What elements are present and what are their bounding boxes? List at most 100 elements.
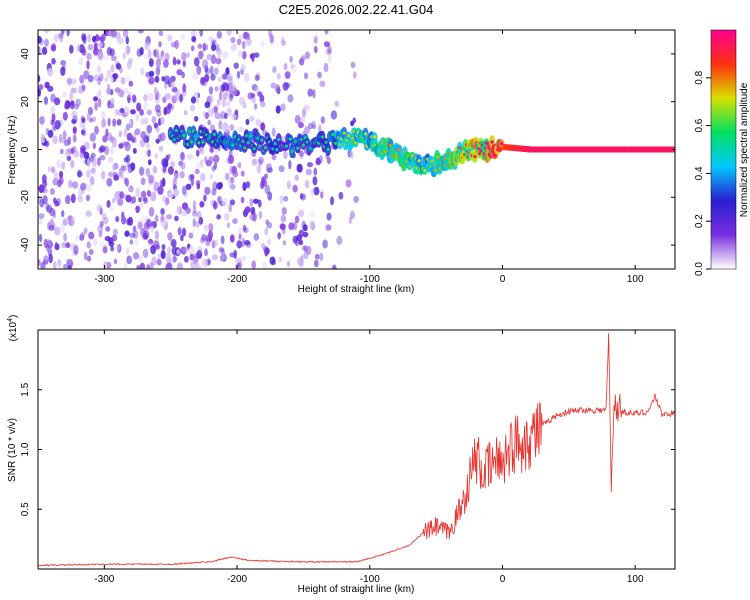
spectrogram-cell <box>201 233 207 242</box>
spectrogram-cell <box>195 180 201 186</box>
spectrogram-cell <box>81 129 85 136</box>
spectrogram-cell <box>134 238 139 246</box>
spectrogram-cell <box>330 110 337 120</box>
spectrogram-cell <box>206 53 213 61</box>
spectrogram-track-core <box>473 155 477 159</box>
spectrogram-cell <box>204 156 208 164</box>
spectrogram-cell <box>334 100 340 107</box>
spectrogram-cell <box>53 171 59 181</box>
spectrogram-cell <box>261 242 266 250</box>
spectrogram-cell <box>349 150 354 159</box>
spectrogram-cell <box>193 57 200 67</box>
spectrogram-cell <box>150 226 155 234</box>
spectrogram-cell <box>130 109 136 115</box>
spectrogram-cell <box>313 167 318 176</box>
spectrogram-cell <box>74 234 81 242</box>
spectrogram-cell <box>86 255 92 262</box>
spectrogram-cell <box>332 264 337 269</box>
spectrogram-cell <box>139 138 146 148</box>
spectrogram-cell <box>245 181 251 189</box>
spectrogram-track-cell <box>616 146 621 153</box>
spectrogram-cell <box>162 195 167 203</box>
spectrogram-cell <box>350 61 356 69</box>
spectrogram-cell <box>330 196 335 206</box>
spectrogram-cell <box>183 246 189 253</box>
spectrogram-cell <box>225 67 230 75</box>
spectrogram-cell <box>119 90 125 98</box>
spectrogram-cell <box>313 259 319 268</box>
spectrogram-cell <box>207 159 212 166</box>
spectrogram-cell <box>208 86 214 95</box>
spectrogram-cell <box>237 50 243 57</box>
spectrogram-cell <box>174 39 180 50</box>
spectrogram-cell <box>140 131 147 140</box>
spectrogram-cell <box>305 106 309 113</box>
spectrogram-cell <box>147 149 151 157</box>
colorbar-tick-label: 0.8 <box>694 70 705 84</box>
spectrogram-y-tick-label: 20 <box>20 96 31 108</box>
spectrogram-cell <box>140 118 145 125</box>
spectrogram-cell <box>66 77 73 85</box>
spectrogram-cell <box>306 245 312 255</box>
spectrogram-cell <box>129 196 134 205</box>
spectrogram-cell <box>233 62 239 69</box>
spectrogram-cell <box>62 130 67 140</box>
spectrogram-cell <box>65 242 71 249</box>
spectrogram-cell <box>197 246 203 255</box>
spectrogram-cell <box>236 240 243 249</box>
spectrogram-cell <box>128 57 134 64</box>
spectrogram-cell <box>164 52 170 62</box>
spectrogram-cell <box>298 239 304 246</box>
spectrogram-cell <box>311 120 316 129</box>
spectrogram-cell <box>291 64 297 73</box>
spectrogram-cell <box>326 212 332 221</box>
spectrogram-cell <box>314 253 320 260</box>
spectrogram-cell <box>294 236 299 247</box>
snr-exponent-label: (x104) <box>7 315 19 342</box>
spectrogram-cell <box>243 72 250 83</box>
spectrogram-cell <box>87 33 92 43</box>
spectrogram-cell <box>125 75 131 83</box>
spectrogram-cell <box>112 118 117 127</box>
spectrogram-cell <box>225 100 231 107</box>
spectrogram-cell <box>302 224 308 232</box>
spectrogram-cell <box>118 130 122 138</box>
spectrogram-cell <box>70 193 76 204</box>
spectrogram-cell <box>123 87 129 95</box>
spectrogram-cell <box>226 82 233 93</box>
spectrogram-cell <box>208 230 213 240</box>
spectrogram-cell <box>181 71 185 79</box>
spectrogram-cell <box>168 192 175 199</box>
spectrogram-cell <box>286 260 291 267</box>
spectrogram-cell <box>160 249 166 260</box>
spectrogram-cell <box>298 229 305 238</box>
spectrogram-cell <box>127 167 132 174</box>
spectrogram-cell <box>134 128 141 136</box>
spectrogram-cell <box>41 46 48 55</box>
spectrogram-cell <box>301 220 306 230</box>
spectrogram-cell <box>60 66 66 77</box>
spectrogram-track-core <box>241 139 245 143</box>
spectrogram-cell <box>204 65 209 73</box>
spectrogram-cell <box>83 251 88 261</box>
spectrogram-track-core <box>346 134 351 138</box>
spectrogram-track-cell <box>532 146 537 153</box>
spectrogram-track-core <box>342 131 346 135</box>
spectrogram-cell <box>155 138 160 144</box>
spectrogram-cell <box>211 254 219 261</box>
spectrogram-cell <box>176 89 181 99</box>
spectrogram-cell <box>145 167 150 178</box>
snr-y-tick-label: 1.5 <box>20 382 31 396</box>
spectrogram-cell <box>61 210 65 218</box>
spectrogram-cell <box>251 52 255 63</box>
spectrogram-cell <box>92 96 99 102</box>
spectrogram-cell <box>204 248 208 257</box>
spectrogram-cell <box>123 176 128 184</box>
spectrogram-cell <box>120 141 126 147</box>
spectrogram-cell <box>267 167 273 173</box>
spectrogram-track-cell <box>657 146 662 153</box>
spectrogram-cell <box>106 87 111 95</box>
spectrogram-cell <box>181 52 187 61</box>
spectrogram-track-cell <box>578 146 583 153</box>
